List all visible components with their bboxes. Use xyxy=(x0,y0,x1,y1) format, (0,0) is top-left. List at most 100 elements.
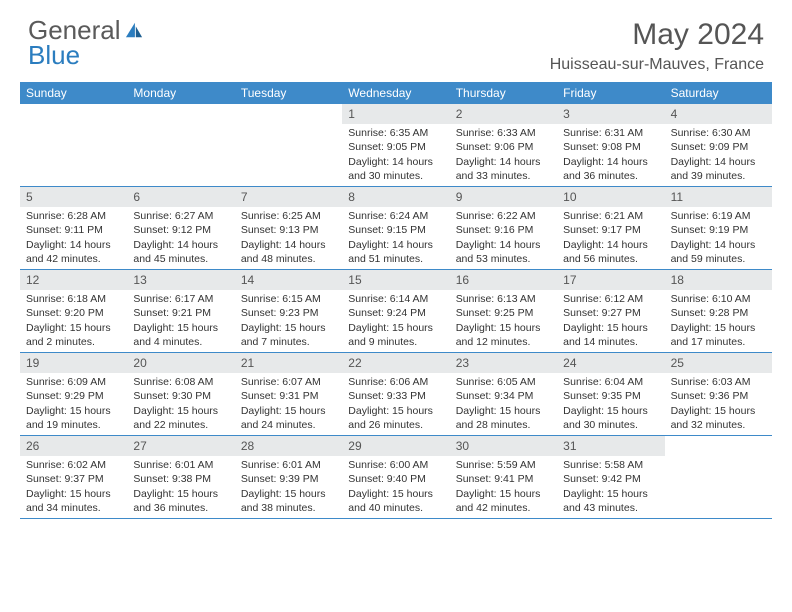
sunset-text: Sunset: 9:23 PM xyxy=(235,306,342,320)
sunset-text: Sunset: 9:08 PM xyxy=(557,140,664,154)
daylight-text: Daylight: 15 hours and 38 minutes. xyxy=(235,487,342,515)
calendar-day xyxy=(235,104,342,186)
brand-part2: Blue xyxy=(28,43,144,68)
day-number: 4 xyxy=(665,104,772,124)
day-number: 1 xyxy=(342,104,449,124)
calendar-day: 8Sunrise: 6:24 AMSunset: 9:15 PMDaylight… xyxy=(342,187,449,269)
day-number: 17 xyxy=(557,270,664,290)
daylight-text: Daylight: 15 hours and 2 minutes. xyxy=(20,321,127,349)
day-number: 7 xyxy=(235,187,342,207)
calendar-day: 4Sunrise: 6:30 AMSunset: 9:09 PMDaylight… xyxy=(665,104,772,186)
calendar-day: 5Sunrise: 6:28 AMSunset: 9:11 PMDaylight… xyxy=(20,187,127,269)
daylight-text: Daylight: 15 hours and 34 minutes. xyxy=(20,487,127,515)
daylight-text: Daylight: 15 hours and 9 minutes. xyxy=(342,321,449,349)
daylight-text: Daylight: 15 hours and 26 minutes. xyxy=(342,404,449,432)
weekday-mon: Monday xyxy=(127,82,234,104)
daylight-text: Daylight: 15 hours and 7 minutes. xyxy=(235,321,342,349)
day-number: 27 xyxy=(127,436,234,456)
sunset-text: Sunset: 9:28 PM xyxy=(665,306,772,320)
daylight-text: Daylight: 14 hours and 33 minutes. xyxy=(450,155,557,183)
sunset-text: Sunset: 9:40 PM xyxy=(342,472,449,486)
day-number: 20 xyxy=(127,353,234,373)
sunrise-text: Sunrise: 6:00 AM xyxy=(342,458,449,472)
day-number: 8 xyxy=(342,187,449,207)
sunset-text: Sunset: 9:30 PM xyxy=(127,389,234,403)
daylight-text: Daylight: 15 hours and 36 minutes. xyxy=(127,487,234,515)
sunrise-text: Sunrise: 6:10 AM xyxy=(665,292,772,306)
sunset-text: Sunset: 9:37 PM xyxy=(20,472,127,486)
calendar-day: 14Sunrise: 6:15 AMSunset: 9:23 PMDayligh… xyxy=(235,270,342,352)
sunrise-text: Sunrise: 5:58 AM xyxy=(557,458,664,472)
daylight-text: Daylight: 14 hours and 30 minutes. xyxy=(342,155,449,183)
sunrise-text: Sunrise: 5:59 AM xyxy=(450,458,557,472)
calendar-day: 25Sunrise: 6:03 AMSunset: 9:36 PMDayligh… xyxy=(665,353,772,435)
day-number: 5 xyxy=(20,187,127,207)
sunrise-text: Sunrise: 6:35 AM xyxy=(342,126,449,140)
sunrise-text: Sunrise: 6:07 AM xyxy=(235,375,342,389)
sunset-text: Sunset: 9:29 PM xyxy=(20,389,127,403)
calendar-day: 28Sunrise: 6:01 AMSunset: 9:39 PMDayligh… xyxy=(235,436,342,518)
calendar-day: 7Sunrise: 6:25 AMSunset: 9:13 PMDaylight… xyxy=(235,187,342,269)
calendar-week: 26Sunrise: 6:02 AMSunset: 9:37 PMDayligh… xyxy=(20,436,772,519)
calendar-day: 16Sunrise: 6:13 AMSunset: 9:25 PMDayligh… xyxy=(450,270,557,352)
daylight-text: Daylight: 15 hours and 22 minutes. xyxy=(127,404,234,432)
day-number: 10 xyxy=(557,187,664,207)
day-number: 21 xyxy=(235,353,342,373)
calendar-day xyxy=(665,436,772,518)
calendar-day: 11Sunrise: 6:19 AMSunset: 9:19 PMDayligh… xyxy=(665,187,772,269)
calendar-week: 1Sunrise: 6:35 AMSunset: 9:05 PMDaylight… xyxy=(20,104,772,187)
sunrise-text: Sunrise: 6:14 AM xyxy=(342,292,449,306)
calendar-day: 26 Sunrise: 6:02 AMSunset: 9:37 PMDayligh… xyxy=(20,436,127,518)
sunset-text: Sunset: 9:19 PM xyxy=(665,223,772,237)
weekday-wed: Wednesday xyxy=(342,82,449,104)
calendar-day: 31Sunrise: 5:58 AMSunset: 9:42 PMDayligh… xyxy=(557,436,664,518)
daylight-text: Daylight: 15 hours and 43 minutes. xyxy=(557,487,664,515)
daylight-text: Daylight: 14 hours and 51 minutes. xyxy=(342,238,449,266)
sunset-text: Sunset: 9:33 PM xyxy=(342,389,449,403)
sunrise-text: Sunrise: 6:19 AM xyxy=(665,209,772,223)
calendar-day: 10Sunrise: 6:21 AMSunset: 9:17 PMDayligh… xyxy=(557,187,664,269)
day-number: 2 xyxy=(450,104,557,124)
daylight-text: Daylight: 15 hours and 12 minutes. xyxy=(450,321,557,349)
day-number: 14 xyxy=(235,270,342,290)
sunrise-text: Sunrise: 6:31 AM xyxy=(557,126,664,140)
location-subtitle: Huisseau-sur-Mauves, France xyxy=(550,56,764,74)
weekday-header: Sunday Monday Tuesday Wednesday Thursday… xyxy=(20,82,772,104)
daylight-text: Daylight: 15 hours and 14 minutes. xyxy=(557,321,664,349)
calendar-day: 13Sunrise: 6:17 AMSunset: 9:21 PMDayligh… xyxy=(127,270,234,352)
calendar-day: 15 Sunrise: 6:14 AMSunset: 9:24 PMDayligh… xyxy=(342,270,449,352)
day-number: 16 xyxy=(450,270,557,290)
calendar-day: 21Sunrise: 6:07 AMSunset: 9:31 PMDayligh… xyxy=(235,353,342,435)
sunset-text: Sunset: 9:21 PM xyxy=(127,306,234,320)
day-number: 3 xyxy=(557,104,664,124)
day-number: 29 xyxy=(342,436,449,456)
weekday-thu: Thursday xyxy=(450,82,557,104)
daylight-text: Daylight: 14 hours and 53 minutes. xyxy=(450,238,557,266)
day-number: 11 xyxy=(665,187,772,207)
calendar-day: 27Sunrise: 6:01 AMSunset: 9:38 PMDayligh… xyxy=(127,436,234,518)
day-number: 15 xyxy=(342,270,449,290)
sunrise-text: Sunrise: 6:33 AM xyxy=(450,126,557,140)
daylight-text: Daylight: 14 hours and 42 minutes. xyxy=(20,238,127,266)
calendar-day: 2Sunrise: 6:33 AMSunset: 9:06 PMDaylight… xyxy=(450,104,557,186)
calendar-day: 18Sunrise: 6:10 AMSunset: 9:28 PMDayligh… xyxy=(665,270,772,352)
weekday-fri: Friday xyxy=(557,82,664,104)
day-number: 9 xyxy=(450,187,557,207)
daylight-text: Daylight: 15 hours and 24 minutes. xyxy=(235,404,342,432)
day-number: 23 xyxy=(450,353,557,373)
sunset-text: Sunset: 9:27 PM xyxy=(557,306,664,320)
sunset-text: Sunset: 9:24 PM xyxy=(342,306,449,320)
day-number: 19 xyxy=(20,353,127,373)
day-number: 26 xyxy=(20,436,127,456)
weekday-sat: Saturday xyxy=(665,82,772,104)
sunrise-text: Sunrise: 6:12 AM xyxy=(557,292,664,306)
weekday-sun: Sunday xyxy=(20,82,127,104)
day-number: 24 xyxy=(557,353,664,373)
daylight-text: Daylight: 14 hours and 56 minutes. xyxy=(557,238,664,266)
sunrise-text: Sunrise: 6:06 AM xyxy=(342,375,449,389)
calendar-day: 9Sunrise: 6:22 AMSunset: 9:16 PMDaylight… xyxy=(450,187,557,269)
sunset-text: Sunset: 9:39 PM xyxy=(235,472,342,486)
sunrise-text: Sunrise: 6:02 AM xyxy=(20,458,127,472)
calendar-day: 30Sunrise: 5:59 AMSunset: 9:41 PMDayligh… xyxy=(450,436,557,518)
sunset-text: Sunset: 9:17 PM xyxy=(557,223,664,237)
